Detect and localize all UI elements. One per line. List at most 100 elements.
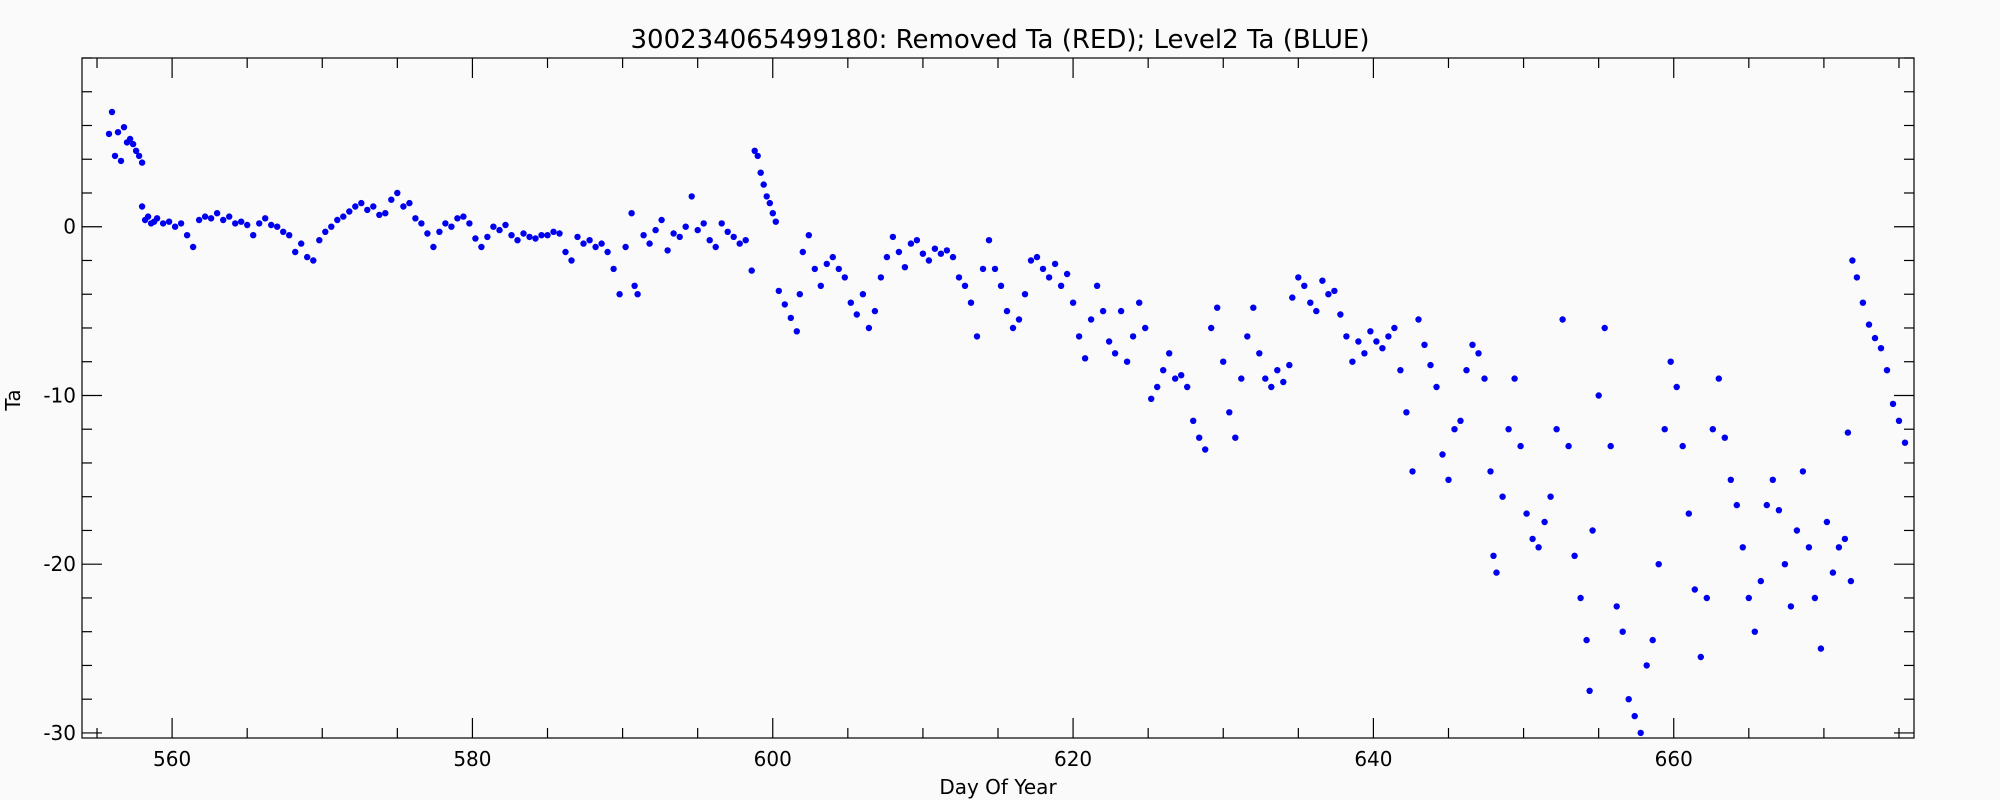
data-point xyxy=(454,215,461,222)
data-point xyxy=(1313,307,1320,315)
data-point xyxy=(544,232,551,239)
data-point xyxy=(658,216,665,224)
data-point xyxy=(424,230,431,237)
data-point xyxy=(712,243,719,251)
data-point xyxy=(1475,350,1482,357)
data-point xyxy=(138,203,146,210)
data-point xyxy=(1403,409,1410,416)
plot-frame xyxy=(81,57,1915,739)
x-axis-label: Day Of Year xyxy=(939,775,1057,799)
data-point xyxy=(1643,662,1650,669)
data-point xyxy=(406,199,413,207)
data-point xyxy=(1349,358,1356,365)
data-point xyxy=(108,108,116,116)
data-point xyxy=(1391,324,1398,332)
data-point xyxy=(526,233,533,241)
data-point xyxy=(1421,341,1428,348)
data-point xyxy=(1853,274,1861,281)
data-point xyxy=(706,237,713,244)
data-point xyxy=(1379,345,1386,352)
data-point xyxy=(388,196,395,203)
data-point xyxy=(1733,501,1741,509)
data-point xyxy=(442,220,449,227)
data-point xyxy=(201,213,209,220)
data-point xyxy=(1490,552,1497,559)
data-point xyxy=(1697,653,1705,661)
data-point xyxy=(865,324,873,332)
data-point xyxy=(805,232,812,239)
data-point xyxy=(195,216,203,224)
data-point xyxy=(304,253,311,261)
data-point xyxy=(1811,594,1819,602)
data-point xyxy=(1775,507,1783,514)
data-point xyxy=(694,226,701,234)
data-point xyxy=(598,240,605,247)
data-point xyxy=(955,274,963,281)
data-point xyxy=(1901,439,1909,446)
data-point xyxy=(817,282,824,289)
data-point xyxy=(340,213,347,220)
data-point xyxy=(1451,426,1458,433)
data-point xyxy=(556,230,563,237)
data-point xyxy=(1631,712,1638,720)
data-point xyxy=(1445,476,1452,483)
data-point xyxy=(1397,367,1404,374)
data-point xyxy=(1769,476,1777,483)
data-point xyxy=(1607,442,1614,450)
data-point xyxy=(1196,434,1203,441)
data-point xyxy=(628,210,635,217)
data-point xyxy=(400,203,407,210)
data-point xyxy=(1319,277,1326,284)
data-point xyxy=(769,210,776,217)
data-point xyxy=(1553,426,1560,433)
data-point xyxy=(292,248,299,256)
data-point xyxy=(1655,561,1662,568)
data-point xyxy=(1583,636,1590,644)
x-tick-label: 600 xyxy=(754,747,792,771)
data-point xyxy=(1841,535,1849,543)
data-point xyxy=(640,232,647,239)
data-point xyxy=(937,250,945,257)
data-point xyxy=(1051,260,1059,268)
data-point xyxy=(1781,561,1789,568)
data-point xyxy=(835,265,842,273)
data-point xyxy=(280,228,287,235)
data-point xyxy=(1214,304,1221,311)
data-point xyxy=(907,240,915,247)
data-point xyxy=(1045,274,1053,281)
data-point xyxy=(1619,628,1626,635)
data-point xyxy=(1105,338,1113,345)
x-tick-label: 580 xyxy=(453,747,491,771)
data-point xyxy=(1069,299,1077,306)
data-point xyxy=(1505,426,1512,433)
data-point xyxy=(520,230,527,237)
data-point xyxy=(1889,400,1897,408)
data-point xyxy=(1463,367,1470,374)
data-point xyxy=(1009,324,1017,332)
data-point xyxy=(376,211,383,219)
data-point xyxy=(730,233,737,241)
data-point xyxy=(796,291,803,298)
data-point xyxy=(700,220,707,227)
data-point xyxy=(213,210,221,217)
data-point xyxy=(508,232,515,239)
data-point xyxy=(232,220,239,227)
data-point xyxy=(1883,367,1891,374)
data-point xyxy=(514,237,521,244)
data-point xyxy=(177,220,185,227)
data-point xyxy=(1535,544,1542,551)
chart-title: 300234065499180: Removed Ta (RED); Level… xyxy=(630,25,1369,55)
data-point xyxy=(1571,552,1578,559)
data-point xyxy=(736,240,743,247)
data-point xyxy=(1547,493,1554,500)
data-point xyxy=(1517,442,1524,450)
data-point xyxy=(634,291,641,298)
data-point xyxy=(120,124,128,131)
data-point xyxy=(274,223,281,230)
data-point xyxy=(1721,434,1729,441)
data-point xyxy=(1238,375,1245,382)
data-point xyxy=(132,147,140,154)
data-point xyxy=(250,232,257,239)
data-point xyxy=(1075,333,1083,340)
data-point xyxy=(1226,409,1233,416)
